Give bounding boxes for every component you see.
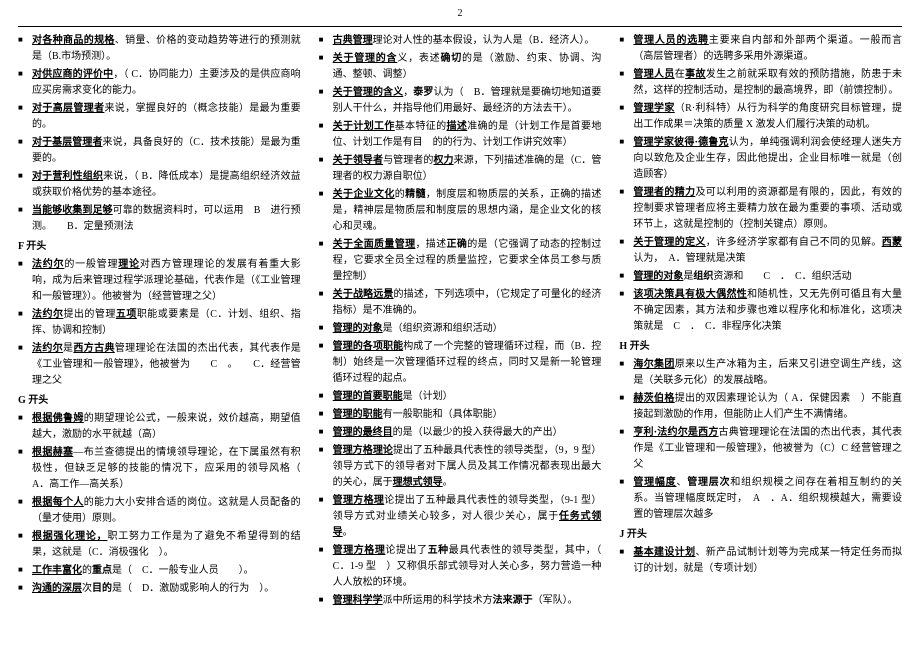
column-1: 对各种商品的规格、销量、价格的变动趋势等进行的预测就是（B.市场预测）。对供应商… xyxy=(18,33,301,611)
list-item: 管理人员的选聘主要来自内部和外部两个渠道。一般而言（高层管理者）的选聘多采用外源… xyxy=(619,33,902,65)
list-item: 亨利·法约尔是西方古典管理理论在法国的杰出代表，其代表作是《工业管理和一般管理》… xyxy=(619,425,902,473)
list-item: 管理的最终目的是（以最少的投入获得最大的产出） xyxy=(319,425,602,441)
list-item: 管理学家（R·利科特）从行为科学的角度研究目标管理，提出工作成果＝决策的质量 X… xyxy=(619,101,902,133)
list-item: 法约尔的一般管理理论对西方管理理论的发展有着重大影响，成为后来管理过程学派理论基… xyxy=(18,257,301,305)
list-item: 管理人员在事故发生之前就采取有效的预防措施，防患于未然，这样的控制活动，是控制的… xyxy=(619,67,902,99)
list-item: 对于基层管理者来说，具备良好的（C．技术技能）是最为重要的。 xyxy=(18,135,301,167)
section-heading: H 开头 xyxy=(619,339,902,355)
list-item: 根据佛鲁姆的期望理论公式，一般来说，效价越高，期望值越大，激励的水平就越（高） xyxy=(18,411,301,443)
list-item: 管理的首要职能是（计划） xyxy=(319,389,602,405)
list-item: 对于高层管理者来说，掌握良好的（概念技能）是最为重要的。 xyxy=(18,101,301,133)
list-item: 根据赫塞—布兰查德提出的情境领导理论，在下属虽然有积极性，但缺乏足够的技能的情况… xyxy=(18,445,301,493)
list-item: 管理方格理论提出了五种最具代表性的领导类型，（9，9 型）领导方式下的领导者对下… xyxy=(319,443,602,491)
list-item: 赫茨伯格提出的双因素理论认为（ A．保健因素 ）不能直接起到激励的作用，但能防止… xyxy=(619,391,902,423)
list-item: 当能够收集到足够可靠的数据资料时，可以运用 B 进行预测。 B．定量预测法 xyxy=(18,203,301,235)
list-item: 管理学家彼得·德鲁克认为，单纯强调利润会使经理人迷失方向以致危及企业生存，因此他… xyxy=(619,135,902,183)
list-item: 管理科学学派中所运用的科学技术方法来源于（军队）。 xyxy=(319,593,602,609)
list-item: 沟通的深层次目的是（ D．激励或影响人的行为 ）。 xyxy=(18,581,301,597)
list-item: 法约尔提出的管理五项职能或要素是（C．计划、组织、指挥、协调和控制） xyxy=(18,307,301,339)
list-item: 关于战略远景的描述，下列选项中，（它规定了可量化的经济指标）是不准确的。 xyxy=(319,287,602,319)
content-columns: 对各种商品的规格、销量、价格的变动趋势等进行的预测就是（B.市场预测）。对供应商… xyxy=(18,33,902,611)
list-item: 对于营利性组织来说，（ B．降低成本）是提高组织经济效益或获取价格优势的基本途径… xyxy=(18,169,301,201)
column-3: 管理人员的选聘主要来自内部和外部两个渠道。一般而言（高层管理者）的选聘多采用外源… xyxy=(619,33,902,611)
section-heading: G 开头 xyxy=(18,393,301,409)
section-heading: J 开头 xyxy=(619,527,902,543)
list-item: 工作丰富化的重点是（ C．一般专业人员 ）。 xyxy=(18,563,301,579)
list-item: 关于企业文化的精髓，制度层和物质层的关系，正确的描述是，精神层是物质层和制度层的… xyxy=(319,187,602,235)
page-number: 2 xyxy=(18,6,902,22)
list-item: 管理方格理论提出了五种最具代表性的领导类型，其中，（ C．1-9 型 ）又称俱乐… xyxy=(319,543,602,591)
list-item: 管理的职能有一般职能和（具体职能） xyxy=(319,407,602,423)
list-item: 管理幅度、管理层次和组织规模之间存在着相互制约的关系。当管理幅度既定时， A ．… xyxy=(619,475,902,523)
list-item: 对各种商品的规格、销量、价格的变动趋势等进行的预测就是（B.市场预测）。 xyxy=(18,33,301,65)
list-item: 海尔集团原来以生产冰箱为主，后来又引进空调生产线，这是（关联多元化）的发展战略。 xyxy=(619,357,902,389)
list-item: 关于计划工作基本特征的描述准确的是（计划工作是首要地位、计划工作是有目 的的行为… xyxy=(319,119,602,151)
list-item: 管理方格理论提出了五种最具代表性的领导类型，（9-1 型）领导方式对业绩关心较多… xyxy=(319,493,602,541)
list-item: 管理者的精力及可以利用的资源都是有限的，因此，有效的控制要求管理者应将主要精力放… xyxy=(619,185,902,233)
top-rule xyxy=(18,26,902,27)
list-item: 法约尔是西方古典管理理论在法国的杰出代表，其代表作是《工业管理和一般管理》，他被… xyxy=(18,341,301,389)
list-item: 对供应商的评价中，（ C．协同能力）主要涉及的是供应商响应买房需求变化的能力。 xyxy=(18,67,301,99)
list-item: 关于管理的定义，许多经济学家都有自己不同的见解。西蒙认为， A．管理就是决策 xyxy=(619,235,902,267)
section-heading: F 开头 xyxy=(18,239,301,255)
list-item: 该项决策具有极大偶然性和随机性，又无先例可循且有大量不确定因素，其方法和步骤也难… xyxy=(619,287,902,335)
list-item: 古典管理理论对人性的基本假设，认为人是（B．经济人）。 xyxy=(319,33,602,49)
list-item: 关于领导者与管理者的权力来源，下列描述准确的是（C．管理者的权力源自职位） xyxy=(319,153,602,185)
list-item: 关于全面质量管理，描述正确的是（它强调了动态的控制过程，它要求全员全过程的质量监… xyxy=(319,237,602,285)
list-item: 管理的各项职能构成了一个完整的管理循环过程，而（B．控制）始终是一次管理循环过程… xyxy=(319,339,602,387)
list-item: 关于管理的含义，泰罗认为（ B．管理就是要确切地知道要别人干什么，并指导他们用最… xyxy=(319,85,602,117)
list-item: 管理的对象是（组织资源和组织活动） xyxy=(319,321,602,337)
list-item: 根据强化理论，职工努力工作是为了避免不希望得到的结果，这就是（C．消极强化 ）。 xyxy=(18,529,301,561)
list-item: 根据每个人的能力大小安排合适的岗位。这就是人员配备的（量才使用）原则。 xyxy=(18,495,301,527)
list-item: 基本建设计划、新产品试制计划等为完成某一特定任务而拟订的计划，就是（专项计划） xyxy=(619,545,902,577)
list-item: 管理的对象是组织资源和 C ． C．组织活动 xyxy=(619,269,902,285)
column-2: 古典管理理论对人性的基本假设，认为人是（B．经济人）。关于管理的含义，表述确切的… xyxy=(319,33,602,611)
list-item: 关于管理的含义，表述确切的是（激励、约束、协调、沟通、整顿、调整） xyxy=(319,51,602,83)
